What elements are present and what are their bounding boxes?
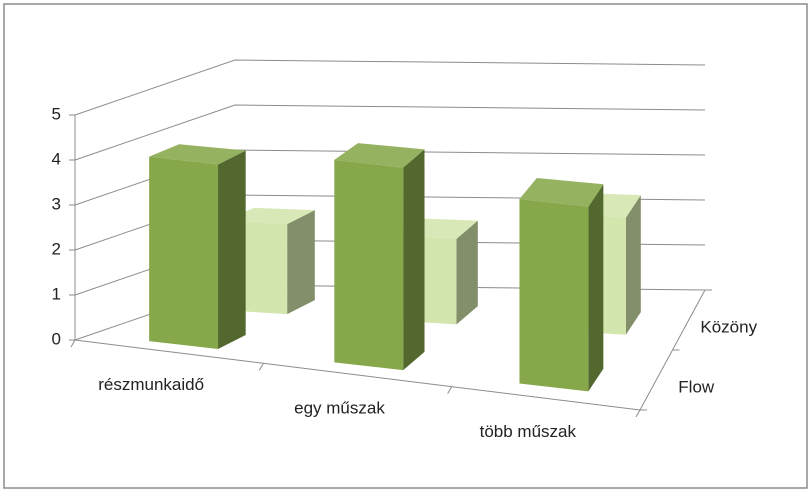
bar-top (149, 144, 246, 165)
bar (149, 144, 246, 350)
x-tick (258, 363, 264, 371)
grid-line (74, 59, 706, 116)
y-tick-label: 0 (52, 329, 61, 348)
grid-line (74, 104, 706, 161)
y-tick-label: 2 (52, 239, 61, 258)
bar-top (224, 207, 315, 225)
bar-side (588, 184, 604, 392)
bar (334, 143, 425, 371)
series-label: Közöny (700, 317, 757, 336)
bar-top (334, 143, 425, 168)
bar-side (218, 150, 246, 350)
bar-top (519, 177, 604, 207)
x-tick-label: több műszak (480, 422, 577, 441)
y-tick-label: 5 (52, 104, 61, 123)
bar-front (334, 159, 404, 371)
bar-side (625, 195, 641, 335)
y-tick-label: 4 (52, 149, 61, 168)
x-tick (635, 409, 641, 418)
x-tick (447, 386, 453, 394)
x-tick (70, 339, 76, 348)
series-label: Flow (678, 377, 715, 396)
y-tick-label: 1 (52, 284, 61, 303)
x-tick-label: egy műszak (294, 398, 385, 417)
bar-front (519, 198, 589, 392)
bar-side (403, 149, 425, 371)
y-tick-label: 3 (52, 194, 61, 213)
x-tick-label: részmunkaidő (98, 375, 204, 394)
bar-side (287, 210, 315, 315)
bar-front (149, 156, 219, 350)
bar-side (456, 220, 478, 325)
bar (519, 177, 604, 392)
